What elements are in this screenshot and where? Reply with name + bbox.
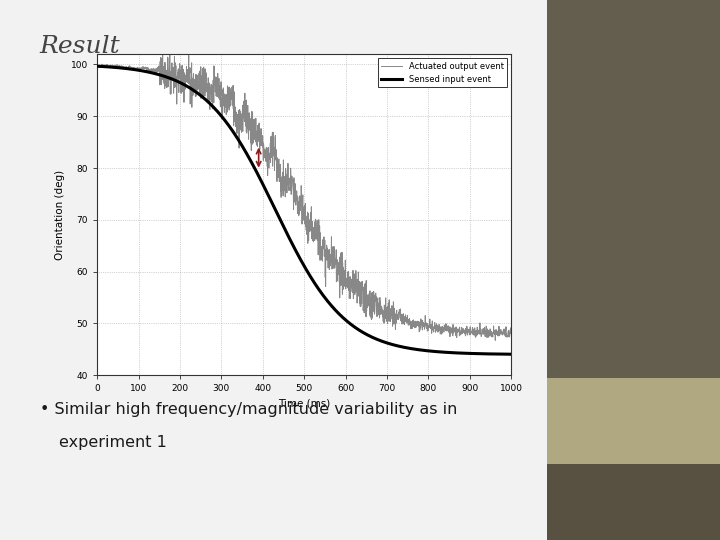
Text: • Similar high frequency/magnitude variability as in: • Similar high frequency/magnitude varia… — [40, 402, 457, 417]
Sensed input event — [419, 347, 428, 354]
Actuated output event — [114, 63, 122, 70]
Sensed input event — [114, 64, 122, 71]
Legend: Actuated output event, Sensed input event: Actuated output event, Sensed input even… — [378, 58, 507, 87]
Actuated output event — [93, 61, 102, 68]
Text: experiment 1: experiment 1 — [59, 435, 167, 450]
Actuated output event — [491, 337, 500, 343]
Line: Sensed input event: Sensed input event — [97, 66, 511, 354]
Text: Result: Result — [40, 35, 120, 58]
Actuated output event — [419, 323, 428, 330]
Actuated output event — [495, 328, 504, 335]
Sensed input event — [283, 231, 292, 238]
Actuated output event — [507, 330, 516, 337]
Sensed input event — [495, 351, 503, 357]
Sensed input event — [93, 63, 102, 70]
Sensed input event — [507, 351, 516, 357]
Actuated output event — [158, 42, 167, 48]
Actuated output event — [495, 332, 504, 339]
Actuated output event — [284, 171, 292, 177]
Sensed input event — [495, 351, 503, 357]
Y-axis label: Orientation (deg): Orientation (deg) — [55, 170, 66, 260]
Line: Actuated output event: Actuated output event — [97, 45, 511, 340]
Sensed input event — [294, 253, 303, 259]
X-axis label: Time (ms): Time (ms) — [278, 399, 330, 409]
Actuated output event — [294, 213, 303, 219]
